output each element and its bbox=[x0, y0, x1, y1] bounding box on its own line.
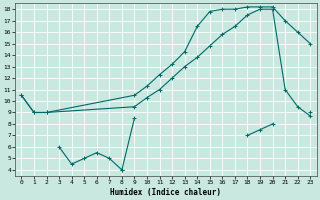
X-axis label: Humidex (Indice chaleur): Humidex (Indice chaleur) bbox=[110, 188, 221, 197]
